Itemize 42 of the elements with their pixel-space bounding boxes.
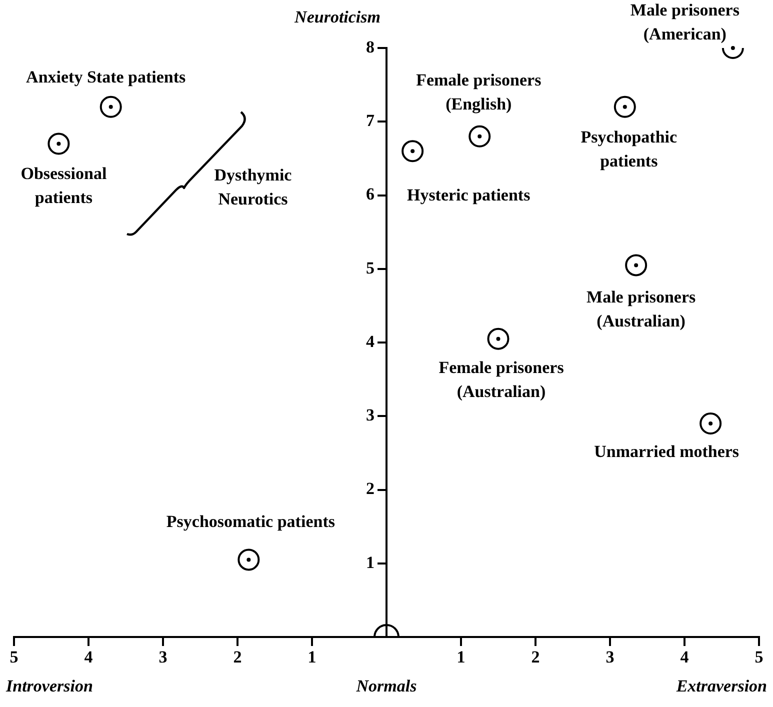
point bbox=[468, 125, 491, 148]
text: Extraversion bbox=[675, 676, 767, 696]
y-tick-label: 5 bbox=[366, 258, 374, 278]
annotation: Psychosomatic patients bbox=[166, 512, 336, 532]
annotation: Obsessional patients bbox=[20, 164, 107, 208]
y-tick-label: 2 bbox=[366, 479, 374, 498]
x-tick-label: 3 bbox=[158, 648, 168, 667]
annotation: Male prisoners (American) bbox=[630, 0, 740, 44]
x-tick-label: 4 bbox=[84, 648, 94, 667]
x-tick-label: 5 bbox=[10, 648, 18, 667]
y-tick-label: 1 bbox=[366, 552, 374, 572]
y-tick-label: 3 bbox=[366, 406, 374, 425]
annotation: Psychopathic patients bbox=[580, 127, 678, 170]
x-tick-label: 4 bbox=[680, 648, 690, 667]
annotation: Female prisoners (Australian) bbox=[438, 358, 564, 402]
x-tick-label: 2 bbox=[233, 648, 242, 667]
y-tick-label: 6 bbox=[366, 184, 374, 204]
point bbox=[700, 412, 722, 434]
point bbox=[614, 96, 636, 118]
point bbox=[100, 96, 122, 118]
x-tick-label: 2 bbox=[531, 648, 540, 667]
x-tick-label: 1 bbox=[456, 648, 466, 667]
x-tick-label: 5 bbox=[754, 648, 764, 667]
point bbox=[48, 132, 70, 155]
annotation: Anxiety State patients bbox=[26, 67, 186, 86]
annotation: Female prisoners (English) bbox=[416, 70, 542, 114]
y-axis-title: Neuroticism bbox=[294, 7, 380, 26]
y-tick-label: 8 bbox=[366, 37, 374, 56]
x-tick-label: 3 bbox=[606, 648, 614, 667]
x-tick-label: 1 bbox=[308, 648, 316, 667]
point bbox=[625, 254, 648, 276]
point bbox=[487, 328, 510, 350]
y-tick-label: 7 bbox=[366, 111, 375, 130]
annotation: Hysteric patients bbox=[406, 185, 531, 204]
point bbox=[238, 548, 260, 571]
annotation: Unmarried mothers bbox=[594, 442, 740, 461]
point bbox=[402, 140, 424, 162]
annotation: Male prisoners (Australian) bbox=[586, 288, 696, 331]
text: Introversion bbox=[5, 676, 93, 696]
annotation: Dysthymic Neurotics bbox=[214, 165, 292, 208]
y-tick-label: 4 bbox=[366, 332, 375, 351]
text: Normals bbox=[355, 676, 418, 696]
